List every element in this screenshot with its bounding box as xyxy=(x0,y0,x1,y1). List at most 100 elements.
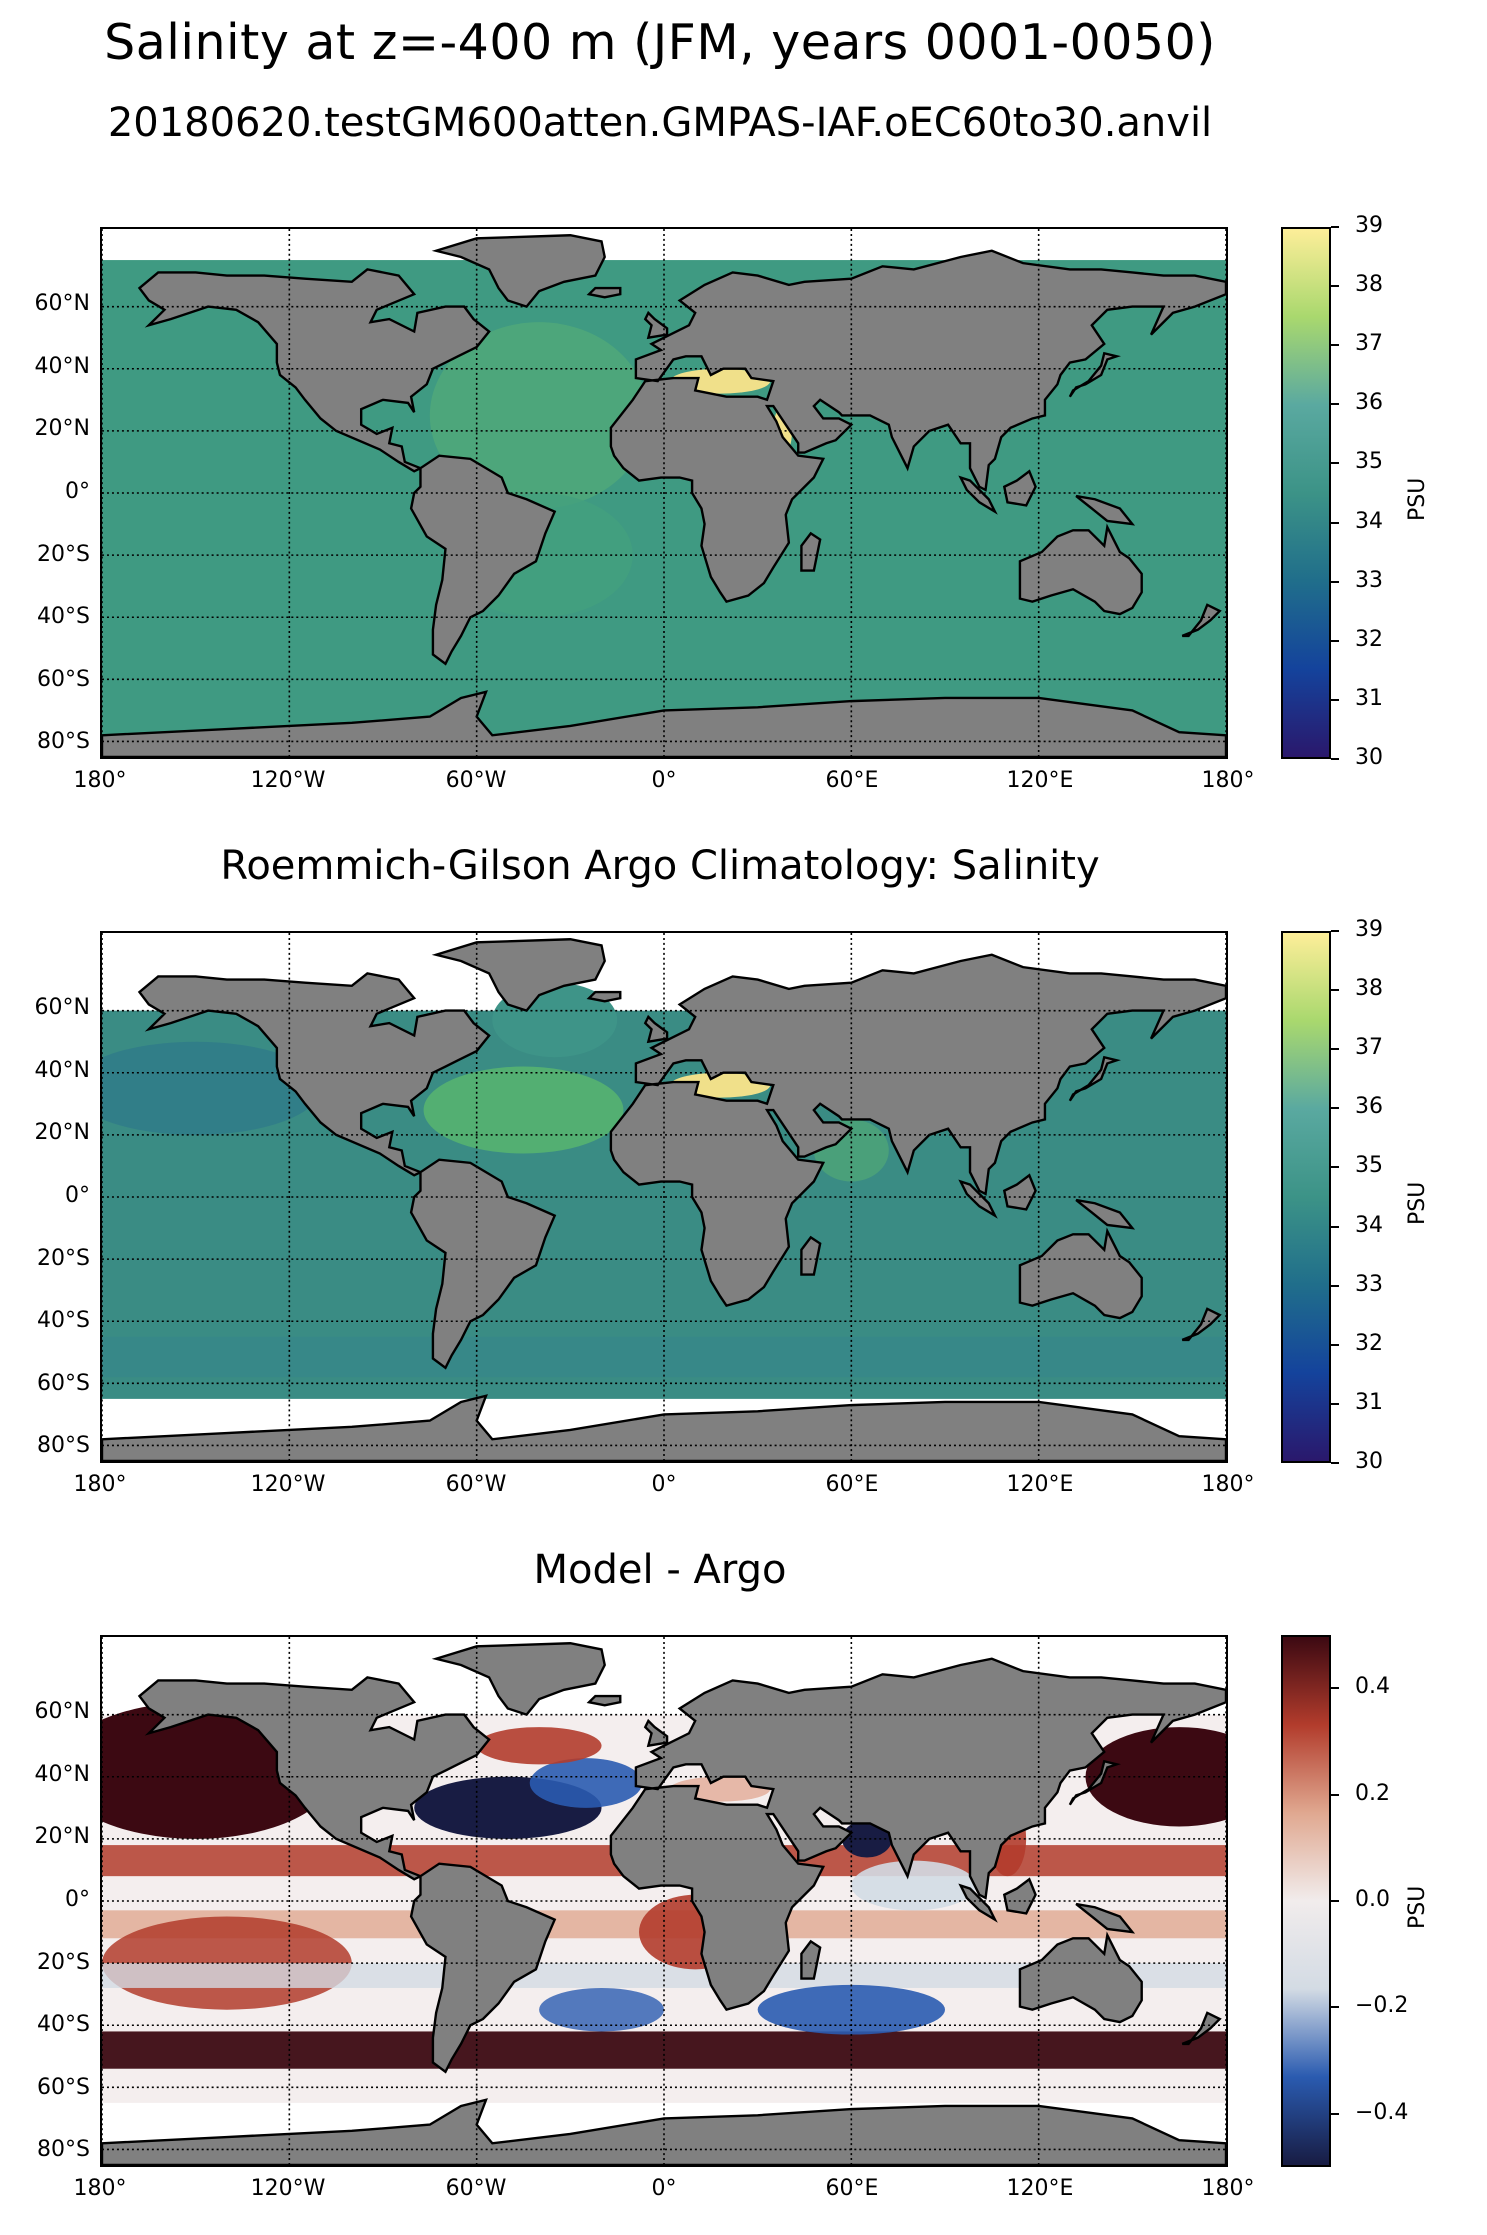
landmass-sumatra xyxy=(958,1883,998,1923)
colorbar-tick-mark xyxy=(1331,1284,1339,1287)
lon-tick-label: 120°W xyxy=(250,768,326,793)
landmass-greenland xyxy=(431,234,606,309)
map-svg-diff xyxy=(102,1637,1226,2165)
landmass-japan xyxy=(1068,1759,1122,1806)
main-title: Salinity at z=-400 m (JFM, years 0001-00… xyxy=(104,14,1216,71)
colorbar-tick-mark xyxy=(1331,639,1339,642)
colorbar-tick-label: 39 xyxy=(1355,213,1383,238)
landmass-africa-eurasia xyxy=(609,953,1226,1308)
lon-tick-label: 120°W xyxy=(250,1472,326,1497)
colorbar-tick-label: 34 xyxy=(1355,508,1383,534)
lat-tick-label: 60°N xyxy=(34,1699,90,1725)
landmass-africa-eurasia xyxy=(609,249,1226,604)
arabian-sea-negative xyxy=(841,1820,892,1858)
map-svg-model xyxy=(102,229,1226,757)
lat-tick-label: 20°N xyxy=(34,1120,90,1146)
colorbar-tick-mark xyxy=(1331,1793,1339,1796)
colorbar-tick-mark xyxy=(1331,2006,1339,2009)
colorbar-tick-label: 32 xyxy=(1355,1330,1383,1356)
lat-tick-label: 40°S xyxy=(37,2012,90,2038)
colorbar-tick-label: 39 xyxy=(1355,917,1383,942)
lat-tick-label: 80°S xyxy=(37,729,90,755)
lat-tick-label: 40°S xyxy=(37,604,90,630)
landmass-newzealand xyxy=(1181,1307,1222,1342)
lat-tick-label: 80°S xyxy=(37,1433,90,1459)
lat-tick-label: 60°S xyxy=(37,666,90,692)
colorbar-tick-label: −0.2 xyxy=(1355,1993,1409,2019)
map-svg-obs xyxy=(102,933,1226,1461)
panel-title-obs: Roemmich-Gilson Argo Climatology: Salini… xyxy=(220,843,1100,889)
atlantic-high-salinity xyxy=(423,1066,624,1154)
colorbar-tick-label: 33 xyxy=(1355,1271,1383,1297)
panel-title-diff: Model - Argo xyxy=(533,1547,787,1593)
lat-tick-label: 20°S xyxy=(37,1245,90,1271)
colorbar-tick-mark xyxy=(1331,580,1339,583)
colorbar-tick-mark xyxy=(1331,285,1339,288)
lon-tick-label: 60°W xyxy=(445,1472,507,1497)
lon-tick-label: 60°E xyxy=(825,1472,879,1497)
lon-tick-label: 180° xyxy=(1201,768,1255,793)
map-diff xyxy=(100,1635,1228,2167)
landmass-sumatra xyxy=(958,475,998,515)
landmass-south-america xyxy=(409,454,557,666)
colorbar-tick-label: 34 xyxy=(1355,1212,1383,1238)
landmass-newzealand xyxy=(1181,603,1222,638)
lon-tick-label: 180° xyxy=(73,2176,127,2201)
landmass-africa-eurasia xyxy=(609,1657,1226,2012)
lon-tick-label: 180° xyxy=(73,768,127,793)
panel-title-model: 20180620.testGM600atten.GMPAS-IAF.oEC60t… xyxy=(107,100,1213,146)
lon-tick-label: 0° xyxy=(651,2176,677,2201)
lon-tick-label: 60°W xyxy=(445,2176,507,2201)
landmass-greatbritain xyxy=(643,1014,669,1044)
graticule xyxy=(102,933,1226,1461)
lat-tick-label: 40°N xyxy=(34,1761,90,1787)
lon-tick-label: 180° xyxy=(1201,1472,1255,1497)
landmass-australia xyxy=(1018,1227,1143,1320)
colorbar-tick-mark xyxy=(1331,403,1339,406)
landmass-australia xyxy=(1018,523,1143,616)
colorbar-tick-label: 0.0 xyxy=(1355,1887,1390,1912)
landmass-new-guinea xyxy=(1075,1902,1136,1934)
colorbar-tick-mark xyxy=(1331,1462,1339,1464)
graticule xyxy=(102,1637,1226,2165)
colorbar-model xyxy=(1281,227,1331,759)
colorbar-tick-mark xyxy=(1331,1107,1339,1110)
colorbar-tick-label: 31 xyxy=(1355,1389,1383,1415)
lon-tick-label: 0° xyxy=(651,1472,677,1497)
lon-tick-label: 120°E xyxy=(1006,1472,1074,1497)
map-obs xyxy=(100,931,1228,1463)
lat-tick-label: 20°N xyxy=(34,416,90,442)
lat-tick-label: 80°S xyxy=(37,2137,90,2163)
north-atlantic-positive xyxy=(476,1727,602,1765)
colorbar-tick-label: 35 xyxy=(1355,1153,1383,1179)
landmass-greatbritain xyxy=(643,310,669,340)
colorbar-tick-label: 36 xyxy=(1355,1094,1383,1120)
colorbar-tick-label: 37 xyxy=(1355,331,1383,357)
map-model xyxy=(100,227,1228,759)
colorbar-tick-mark xyxy=(1331,521,1339,524)
kuroshio-positive xyxy=(1085,1727,1226,1827)
colorbar-tick-label: 0.2 xyxy=(1355,1780,1390,1806)
landmass-japan xyxy=(1068,351,1122,398)
colorbar-tick-mark xyxy=(1331,1166,1339,1169)
colorbar-tick-mark xyxy=(1331,1343,1339,1346)
colorbar-tick-label: 37 xyxy=(1355,1035,1383,1061)
atlantic-high-salinity xyxy=(429,322,649,509)
lon-tick-label: 0° xyxy=(651,768,677,793)
colorbar-tick-mark xyxy=(1331,698,1339,701)
landmass-sumatra xyxy=(958,1179,998,1219)
colorbar-tick-label: 38 xyxy=(1355,976,1383,1002)
landmass-iceland xyxy=(586,1694,622,1707)
landmass-japan xyxy=(1068,1055,1122,1102)
landmass-iceland xyxy=(586,286,622,299)
lon-tick-label: 120°W xyxy=(250,2176,326,2201)
landmass-new-guinea xyxy=(1075,494,1136,526)
lon-tick-label: 180° xyxy=(1201,2176,1255,2201)
colorbar-tick-mark xyxy=(1331,930,1339,932)
colorbar-tick-label: 33 xyxy=(1355,567,1383,593)
landmass-south-america xyxy=(409,1862,557,2074)
colorbar-tick-label: 30 xyxy=(1355,745,1383,770)
landmass-australia xyxy=(1018,1931,1143,2024)
lon-tick-label: 60°E xyxy=(825,768,879,793)
colorbar-tick-mark xyxy=(1331,1687,1339,1690)
